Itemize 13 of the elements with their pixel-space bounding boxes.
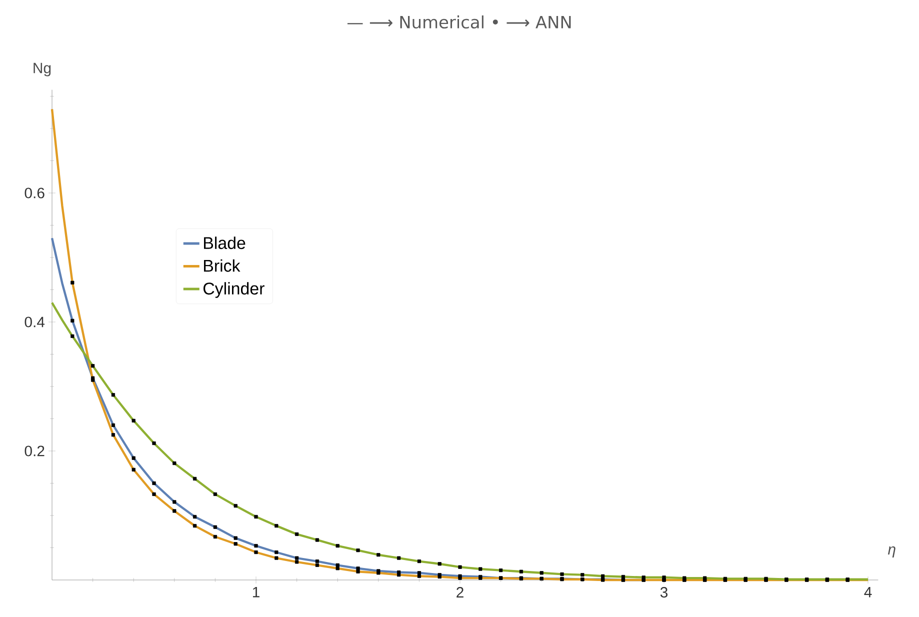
x-tick-label: 4 (864, 587, 872, 598)
legend-label: Blade (204, 236, 246, 250)
y-tick-label: 0.2 (24, 446, 44, 456)
y-axis-title: Ng (34, 62, 51, 76)
x-tick-label: 1 (252, 587, 260, 598)
legend-label: Cylinder (203, 282, 264, 298)
x-axis-title: η (888, 546, 896, 558)
y-tick-label: 0.4 (24, 316, 45, 328)
y-tick-label: 0.6 (24, 188, 44, 198)
x-tick-label: 2 (456, 587, 464, 598)
chart-title: — ⟶ Numerical • ⟶ ANN (347, 15, 571, 29)
legend-label: Brick (204, 259, 240, 272)
x-tick-label: 3 (660, 587, 668, 598)
